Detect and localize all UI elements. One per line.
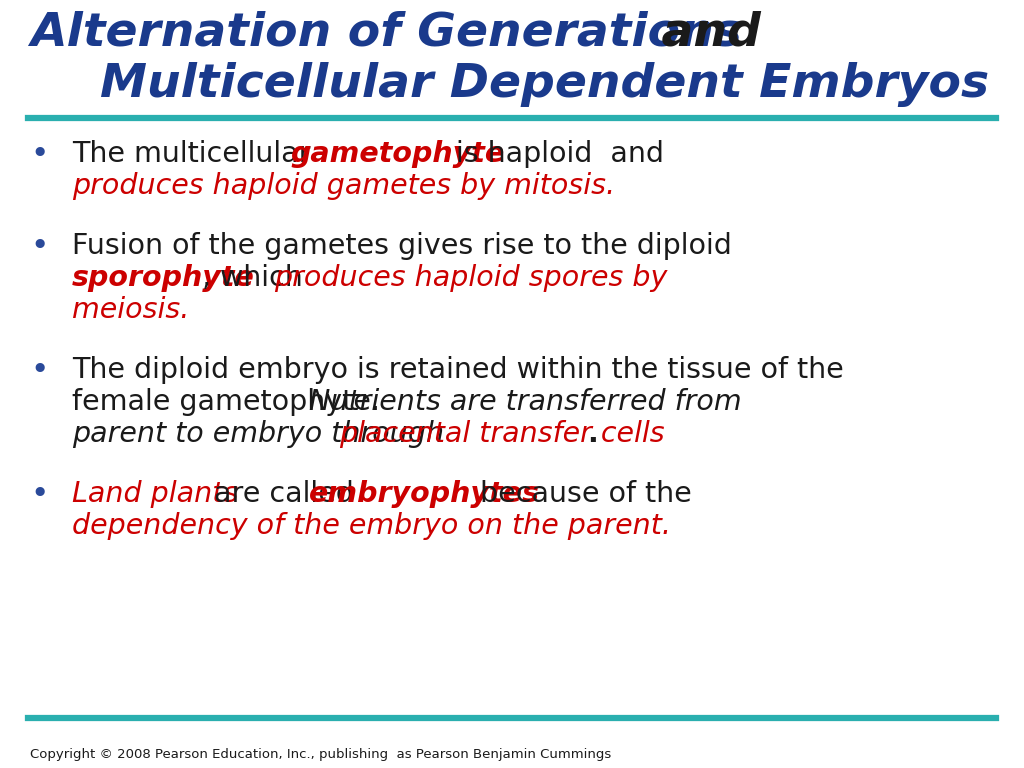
Text: •: • — [30, 232, 48, 261]
Text: •: • — [30, 356, 48, 385]
Text: The diploid embryo is retained within the tissue of the: The diploid embryo is retained within th… — [72, 356, 844, 384]
Text: produces haploid spores by: produces haploid spores by — [274, 264, 668, 292]
Text: parent to embryo through: parent to embryo through — [72, 420, 454, 448]
Text: .: . — [587, 420, 598, 448]
Text: Alternation of Generations: Alternation of Generations — [30, 10, 741, 55]
Text: •: • — [30, 140, 48, 169]
Text: dependency of the embryo on the parent.: dependency of the embryo on the parent. — [72, 512, 671, 540]
Text: placental transfer cells: placental transfer cells — [339, 420, 665, 448]
Text: sporophyte: sporophyte — [72, 264, 255, 292]
Text: embryophytes: embryophytes — [309, 480, 540, 508]
Text: , which: , which — [202, 264, 311, 292]
Text: •: • — [30, 480, 48, 509]
Text: Copyright © 2008 Pearson Education, Inc., publishing  as Pearson Benjamin Cummin: Copyright © 2008 Pearson Education, Inc.… — [30, 748, 611, 761]
Text: Multicellular Dependent Embryos: Multicellular Dependent Embryos — [100, 62, 989, 107]
Text: Nutrients are transferred from: Nutrients are transferred from — [309, 388, 741, 416]
Text: The multicellular: The multicellular — [72, 140, 319, 168]
Text: and: and — [645, 10, 761, 55]
Text: because of the: because of the — [471, 480, 692, 508]
Text: Fusion of the gametes gives rise to the diploid: Fusion of the gametes gives rise to the … — [72, 232, 732, 260]
Text: gametophyte: gametophyte — [290, 140, 504, 168]
Text: meiosis.: meiosis. — [72, 296, 189, 324]
Text: is haploid  and: is haploid and — [447, 140, 664, 168]
Text: female gametophyte.: female gametophyte. — [72, 388, 407, 416]
Text: produces haploid gametes by mitosis.: produces haploid gametes by mitosis. — [72, 172, 615, 200]
Text: are called: are called — [205, 480, 362, 508]
Text: Land plants: Land plants — [72, 480, 239, 508]
